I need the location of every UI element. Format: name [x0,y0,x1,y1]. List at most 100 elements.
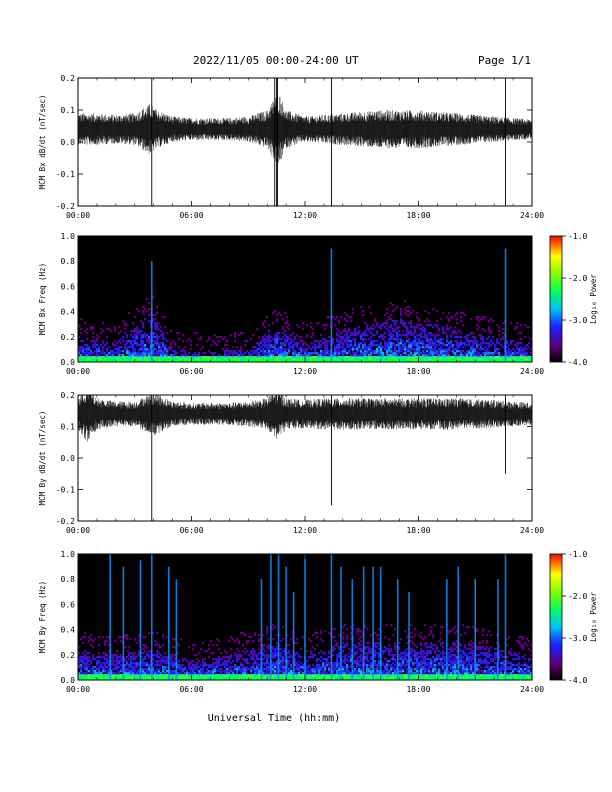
spectrogram-cell [344,656,347,659]
spectrogram-cell [326,676,329,679]
spectrogram-cell [486,338,489,341]
spectrogram-cell [454,670,457,673]
spectrogram-cell [338,676,341,679]
spectrogram-cell [246,640,249,643]
spectrogram-cell [476,346,479,349]
spectrogram-cell [500,338,503,341]
spectrogram-cell [288,352,291,355]
spectrogram-cell [128,350,131,353]
spectrogram-cell [288,660,291,663]
spectrogram-cell [394,348,397,351]
spectrogram-cell [388,654,391,657]
spectrogram-cell [120,358,123,361]
spectrogram-cell [336,340,339,343]
spectrogram-cell [432,634,435,637]
spectrogram-cell [364,338,367,341]
spectrogram-cell [442,676,445,679]
spectrogram-cell [470,318,473,321]
spectrogram-cell [364,352,367,355]
spectrogram-cell [360,654,363,657]
spectrogram-cell [352,650,355,653]
spectrogram-cell [342,338,345,341]
spectrogram-cell [142,354,145,357]
spectrogram-cell [322,678,325,681]
spectrogram-cell [444,658,447,661]
spectrogram-cell [244,666,247,669]
spectrogram-cell [404,334,407,337]
spectrogram-cell [374,334,377,337]
spectrogram-cell [402,656,405,659]
spectrogram-cell [164,678,167,681]
spectrogram-cell [100,358,103,361]
spectrogram-cell [512,358,515,361]
spectrogram-cell [374,326,377,329]
spectrogram-cell [80,672,83,675]
spectrogram-cell [342,346,345,349]
spectrogram-cell [292,354,295,357]
spectrogram-cell [368,358,371,361]
spectrogram-cell [200,348,203,351]
spectrogram-cell [412,662,415,665]
spectrogram-cell [506,342,509,345]
spectrogram-cell [102,662,105,665]
spectrogram-cell [302,354,305,357]
spectrogram-cell [350,354,353,357]
spectrogram-cell [366,668,369,671]
spectrogram-cell [506,352,509,355]
spectrogram-cell [466,360,469,363]
spectrogram-cell [202,352,205,355]
spectrogram-cell [108,670,111,673]
spectrogram-cell [204,672,207,675]
spectrogram-cell [326,350,329,353]
spectrogram-cell [402,670,405,673]
spectrogram-cell [196,678,199,681]
spectrogram-cell [396,360,399,363]
spectrogram-cell [366,328,369,331]
spectrogram-cell [320,666,323,669]
spectrogram-cell [178,660,181,663]
spectrogram-cell [88,664,91,667]
spectrogram-cell [276,352,279,355]
spectrogram-cell [342,350,345,353]
spectrogram-cell [440,662,443,665]
spectrogram-cell [412,344,415,347]
spectrogram-cell [370,678,373,681]
spectrogram-cell [512,340,515,343]
spectrogram-cell [352,352,355,355]
spectrogram-cell [116,672,119,675]
spectrogram-cell [316,674,319,677]
spectrogram-cell [266,646,269,649]
spectrogram-cell [96,676,99,679]
spectrogram-cell [270,354,273,357]
spectrogram-cell [386,662,389,665]
spectrogram-cell [216,356,219,359]
spectrogram-cell [362,346,365,349]
spectrogram-cell [246,356,249,359]
spectrogram-cell [368,344,371,347]
spectrogram-cell [298,674,301,677]
spectrogram-cell [250,636,253,639]
spectrogram-cell [256,354,259,357]
spectrogram-cell [166,340,169,343]
spectrogram-cell [386,308,389,311]
spectrogram-cell [236,346,239,349]
spectrogram-cell [122,350,125,353]
spectrogram-cell [78,658,81,661]
spectrogram-cell [238,678,241,681]
spectrogram-cell [378,672,381,675]
spectrogram-cell [514,326,517,329]
spectrogram-cell [226,672,229,675]
spectrogram-cell [136,344,139,347]
spectrogram-cell [154,358,157,361]
spectrogram-cell [416,344,419,347]
spectrogram-cell [352,674,355,677]
spectrogram-cell [182,350,185,353]
spectrogram-cell [404,326,407,329]
spectrogram-cell [344,658,347,661]
spectrogram-cell [364,330,367,333]
spectrogram-cell [394,660,397,663]
spectrogram-cell [112,356,115,359]
spectrogram-cell [460,678,463,681]
spectrogram-cell [338,350,341,353]
spectrogram-cell [364,652,367,655]
